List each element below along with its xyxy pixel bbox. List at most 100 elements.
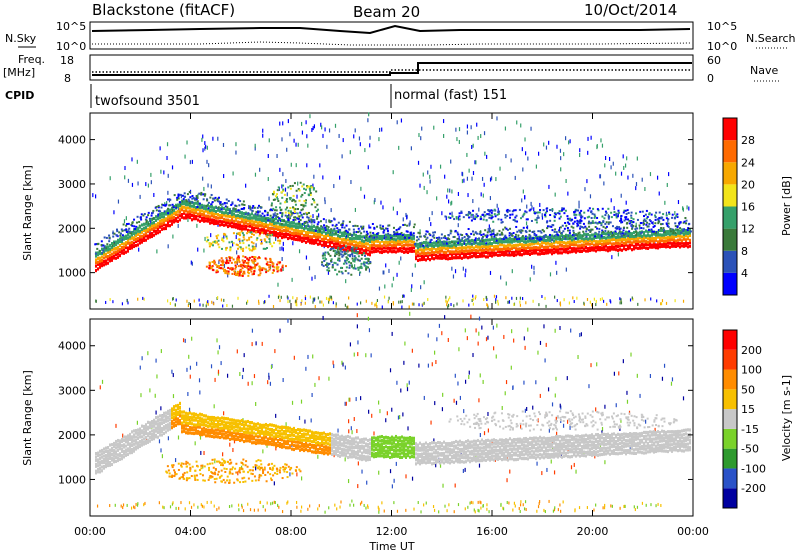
power-echo: [606, 303, 607, 306]
power-echo: [497, 233, 499, 235]
power-echo: [249, 207, 251, 209]
power-echo: [213, 219, 215, 222]
power-echo: [465, 273, 466, 277]
power-echo: [342, 220, 344, 222]
power-echo: [443, 134, 444, 138]
power-echo: [559, 244, 561, 247]
power-echo: [623, 211, 625, 213]
power-echo: [516, 215, 518, 217]
power-echo: [366, 262, 368, 264]
velocity-echo: [579, 333, 580, 337]
velocity-echo: [292, 401, 293, 405]
power-echo: [223, 218, 225, 221]
power-echo: [166, 156, 167, 160]
velocity-echo: [117, 453, 119, 456]
power-echo: [509, 217, 511, 219]
power-echo: [536, 217, 537, 221]
power-echo: [199, 299, 200, 302]
power-echo: [473, 218, 475, 220]
power-echo: [366, 266, 368, 268]
power-echo: [379, 235, 381, 238]
power-echo: [139, 238, 141, 241]
power-echo: [213, 222, 215, 225]
power-echo: [223, 174, 224, 178]
power-echo: [226, 247, 228, 249]
velocity-echo: [296, 472, 297, 476]
power-echo: [549, 249, 551, 252]
power-echo: [467, 125, 468, 129]
power-echo: [559, 231, 561, 233]
power-echo: [193, 208, 195, 211]
power-echo: [414, 224, 416, 226]
power-echo: [327, 239, 329, 242]
power-echo: [541, 245, 543, 248]
power-echo: [429, 248, 431, 251]
power-echo: [285, 179, 286, 183]
power-echo: [217, 137, 218, 141]
power-echo: [275, 231, 277, 234]
power-echo: [277, 225, 279, 228]
power-echo: [251, 220, 253, 223]
power-echo: [516, 238, 518, 240]
power-echo: [642, 178, 643, 182]
power-echo: [560, 301, 561, 304]
power-echo: [356, 247, 358, 249]
power-echo: [427, 231, 429, 233]
power-echo: [170, 302, 171, 305]
power-echo: [479, 246, 481, 249]
power-echo: [223, 211, 225, 214]
power-echo: [430, 222, 431, 226]
power-echo: [445, 296, 446, 299]
power-echo: [238, 238, 240, 240]
power-echo: [242, 275, 244, 277]
power-echo: [596, 145, 597, 149]
velocity-echo: [540, 394, 541, 398]
power-echo: [573, 243, 575, 246]
power-echo: [496, 116, 497, 120]
power-echo: [269, 241, 271, 243]
velocity-echo: [119, 439, 121, 442]
power-echo: [151, 225, 153, 228]
power-echo: [439, 243, 441, 246]
power-echo: [353, 134, 354, 138]
power-echo: [241, 220, 243, 223]
power-echo: [417, 254, 419, 257]
power-echo: [649, 240, 651, 243]
power-echo: [601, 222, 603, 224]
power-echo: [523, 213, 525, 215]
power-echo: [156, 249, 157, 253]
power-echo: [579, 214, 581, 216]
power-echo: [620, 219, 622, 221]
velocity-echo: [563, 424, 564, 428]
power-echo: [495, 301, 496, 304]
power-colorbar-tick: 8: [741, 245, 748, 258]
power-echo: [308, 212, 310, 214]
power-echo: [99, 266, 101, 269]
power-echo: [685, 229, 687, 232]
power-echo: [208, 202, 210, 204]
velocity-echo: [121, 457, 123, 460]
power-echo: [312, 301, 313, 304]
power-echo: [416, 239, 418, 241]
power-echo: [289, 231, 291, 234]
power-echo: [105, 262, 107, 265]
power-echo: [266, 241, 268, 243]
power-echo: [269, 258, 271, 260]
power-echo: [285, 235, 287, 238]
power-echo: [403, 247, 405, 250]
power-echo: [487, 209, 489, 211]
velocity-echo: [536, 462, 537, 466]
power-echo: [319, 233, 321, 236]
power-echo: [223, 270, 225, 272]
power-echo: [511, 247, 513, 250]
power-echo: [104, 236, 106, 238]
power-echo: [617, 242, 619, 245]
power-echo: [567, 222, 569, 224]
power-echo: [184, 196, 186, 198]
power-echo: [203, 213, 205, 216]
power-echo: [339, 134, 340, 138]
velocity-echo: [95, 463, 97, 466]
velocity-echo: [541, 471, 542, 475]
power-echo: [275, 217, 277, 220]
power-echo: [248, 237, 250, 239]
